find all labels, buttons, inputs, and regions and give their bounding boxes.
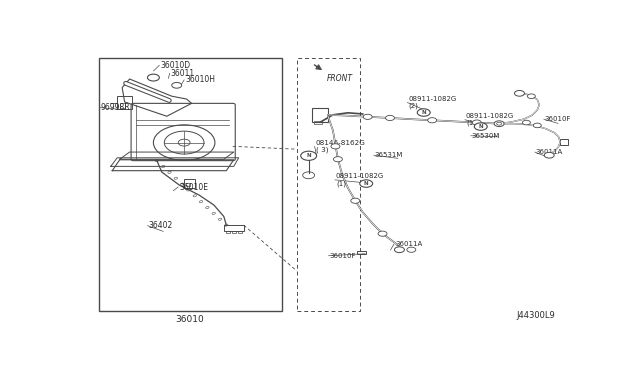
Circle shape [494, 121, 504, 126]
Circle shape [474, 123, 487, 130]
Text: N: N [421, 110, 426, 115]
Text: 08911-1082G
(2): 08911-1082G (2) [408, 96, 456, 109]
Text: 08911-1082G
(1): 08911-1082G (1) [336, 173, 384, 187]
Bar [237, 231, 242, 233]
Circle shape [385, 115, 394, 121]
Text: 36402: 36402 [148, 221, 173, 230]
Text: 08146-8162G
( 3): 08146-8162G ( 3) [316, 140, 365, 153]
Circle shape [417, 109, 430, 116]
Text: 36010F: 36010F [545, 116, 572, 122]
Text: 08911-1082G
(1): 08911-1082G (1) [466, 113, 514, 126]
Bar [120, 103, 125, 108]
Bar [186, 183, 190, 186]
Bar [184, 179, 195, 188]
Bar [227, 231, 230, 233]
Text: 36010F: 36010F [330, 253, 356, 259]
Text: 36530M: 36530M [472, 133, 500, 139]
Circle shape [378, 231, 387, 236]
Text: 36010H: 36010H [185, 76, 215, 84]
Circle shape [172, 83, 182, 88]
Circle shape [497, 122, 502, 125]
Circle shape [472, 120, 481, 125]
Text: 36010: 36010 [176, 315, 205, 324]
Circle shape [360, 180, 372, 187]
Text: 36011A: 36011A [536, 149, 563, 155]
Text: N: N [479, 124, 483, 129]
Bar [232, 231, 236, 233]
Text: 36010E: 36010E [179, 183, 208, 192]
Circle shape [147, 74, 159, 81]
Bar [314, 121, 321, 124]
Circle shape [331, 144, 340, 149]
Text: J44300L9: J44300L9 [516, 311, 555, 320]
Bar [99, 58, 282, 311]
Text: 96998R: 96998R [101, 103, 131, 112]
Text: 36010D: 36010D [161, 61, 191, 70]
Circle shape [301, 151, 317, 160]
Text: 36011A: 36011A [395, 241, 422, 247]
Text: 36531M: 36531M [374, 152, 403, 158]
Circle shape [533, 123, 541, 128]
Circle shape [407, 247, 416, 252]
Circle shape [522, 120, 531, 125]
Text: N: N [307, 153, 311, 158]
Bar [224, 225, 244, 231]
Circle shape [515, 90, 524, 96]
Text: 36011: 36011 [171, 69, 195, 78]
Bar [560, 139, 568, 145]
Circle shape [364, 114, 372, 119]
Circle shape [544, 153, 554, 158]
Circle shape [527, 94, 535, 99]
Circle shape [428, 118, 436, 123]
Text: N: N [364, 181, 369, 186]
Circle shape [351, 198, 360, 203]
Circle shape [394, 247, 404, 253]
Bar [117, 96, 132, 109]
Bar [297, 58, 360, 311]
Bar [356, 251, 365, 254]
Bar [312, 108, 328, 122]
Text: FRONT: FRONT [326, 74, 353, 83]
Circle shape [333, 157, 342, 162]
